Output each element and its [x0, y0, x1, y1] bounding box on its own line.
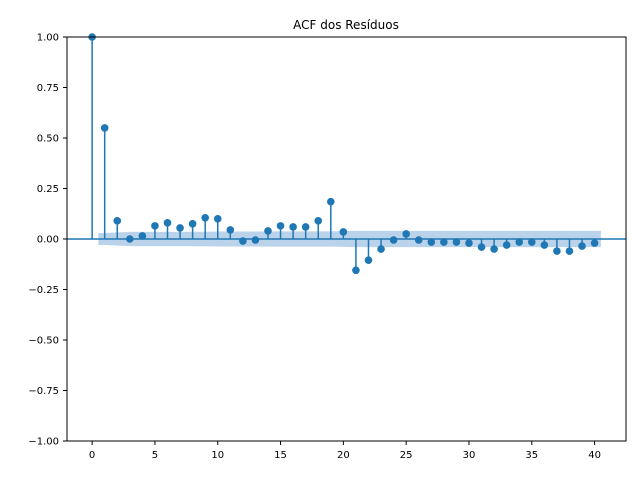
acf-point: [326, 197, 335, 206]
acf-point: [226, 226, 235, 234]
acf-point: [565, 247, 574, 255]
acf-point: [201, 213, 209, 222]
acf-point: [301, 223, 310, 231]
acf-point: [113, 217, 122, 225]
acf-point: [402, 230, 410, 238]
acf-point: [176, 224, 184, 232]
acf-point: [578, 242, 586, 250]
acf-point: [414, 236, 423, 244]
y-tick-label: −1.00: [28, 437, 59, 448]
acf-point: [515, 238, 524, 246]
acf-point: [239, 237, 247, 245]
x-tick-label: 35: [525, 450, 538, 461]
acf-point: [352, 266, 360, 275]
acf-point: [389, 236, 398, 244]
y-tick-label: 1.00: [37, 33, 59, 44]
acf-point: [314, 217, 323, 225]
acf-point: [452, 238, 461, 246]
chart-title: ACF dos Resíduos: [293, 18, 399, 32]
y-tick-label: −0.50: [28, 336, 59, 347]
acf-point: [364, 256, 373, 265]
x-tick-label: 5: [152, 450, 158, 461]
x-tick-label: 25: [400, 450, 413, 461]
acf-point: [188, 220, 197, 228]
acf-point: [100, 124, 109, 132]
acf-point: [163, 219, 172, 227]
y-axis-ticks: −1.00 −0.75 −0.50 −0.25 0.00 0.25 0.50 0.75 1.00: [28, 33, 67, 448]
acf-point: [377, 245, 385, 253]
y-tick-label: 0.25: [37, 184, 59, 195]
x-tick-label: 0: [89, 450, 95, 461]
y-tick-label: 0.00: [37, 235, 59, 246]
y-tick-label: −0.75: [28, 386, 59, 397]
acf-point: [490, 245, 498, 253]
x-tick-label: 15: [274, 450, 287, 461]
y-tick-label: 0.50: [37, 134, 59, 145]
x-axis-ticks: 0 5 10 15 20 25 30 35 40: [89, 441, 601, 461]
y-tick-label: 0.75: [37, 83, 59, 94]
acf-point: [527, 238, 536, 246]
stems-layer: [88, 33, 599, 275]
acf-point: [138, 232, 147, 240]
acf-point: [540, 241, 549, 249]
acf-point: [477, 243, 486, 251]
x-tick-label: 10: [211, 450, 224, 461]
acf-point: [465, 239, 473, 247]
acf-point: [264, 227, 272, 235]
x-tick-label: 20: [337, 450, 350, 461]
acf-point: [502, 241, 511, 249]
acf-point: [251, 236, 260, 244]
acf-point: [440, 238, 448, 246]
acf-point: [289, 223, 297, 231]
acf-point: [151, 222, 159, 230]
x-tick-label: 40: [588, 450, 601, 461]
acf-point: [590, 239, 599, 247]
acf-point: [339, 228, 348, 236]
x-tick-label: 30: [463, 450, 476, 461]
acf-point: [126, 235, 134, 243]
y-tick-label: −0.25: [28, 285, 59, 296]
acf-point: [213, 215, 222, 223]
acf-point: [553, 247, 561, 255]
acf-point: [276, 222, 285, 230]
acf-point: [427, 238, 436, 246]
